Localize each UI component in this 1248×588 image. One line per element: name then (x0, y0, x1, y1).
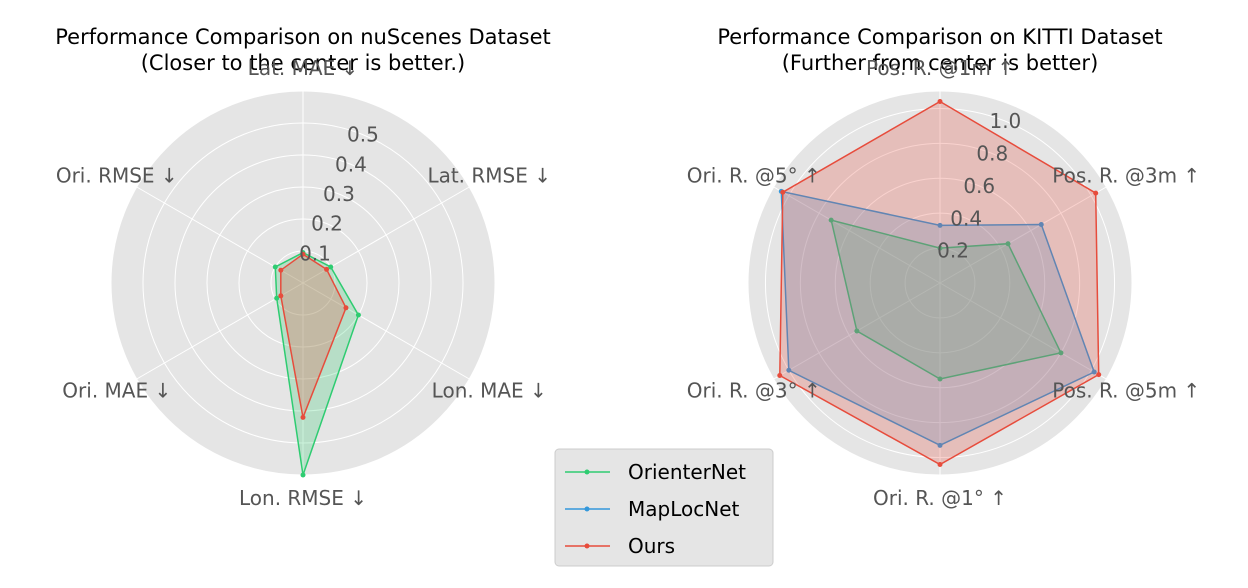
point-orienternet-0 (937, 245, 943, 251)
tick-label: 0.1 (299, 241, 331, 265)
point-orienternet-3 (937, 376, 943, 382)
axis-label: Pos. R. @5m ↑ (1052, 379, 1200, 403)
legend-label-ours: Ours (628, 534, 675, 558)
legend-item-ours: Ours (565, 534, 675, 558)
legend-item-orienternet: OrienterNet (565, 460, 746, 484)
point-maplocnet-2 (1091, 369, 1097, 375)
tick-label: 0.8 (976, 142, 1008, 166)
legend-label-orienternet: OrienterNet (628, 460, 746, 484)
point-ours-0 (300, 251, 306, 257)
chart-nuscenes: Performance Comparison on nuScenes Datas… (55, 25, 551, 510)
legend-marker-maplocnet (584, 506, 590, 512)
axis-label: Lat. RMSE ↓ (427, 163, 551, 187)
point-orienternet-4 (274, 295, 280, 301)
point-ours-3 (937, 462, 943, 468)
chart-title: Performance Comparison on nuScenes Datas… (55, 25, 551, 49)
point-orienternet-5 (272, 264, 278, 270)
point-ours-1 (324, 266, 330, 272)
tick-label: 0.2 (937, 239, 969, 263)
point-maplocnet-3 (937, 442, 943, 448)
legend-frame (554, 448, 774, 567)
point-ours-3 (300, 414, 306, 420)
grid-spoke (939, 282, 1107, 380)
point-orienternet-1 (1005, 241, 1011, 247)
grid-spoke (773, 186, 941, 284)
point-orienternet-1 (328, 264, 334, 270)
tick-label: 0.5 (347, 123, 379, 147)
axis-label: Ori. R. @1° ↑ (873, 486, 1007, 510)
point-ours-4 (777, 373, 783, 379)
legend: OrienterNet MapLocNet Ours (554, 448, 774, 567)
tick-label: 0.4 (335, 152, 367, 176)
tick-label: 0.2 (311, 212, 343, 236)
tick-label: 0.4 (950, 206, 982, 230)
point-ours-1 (1093, 190, 1099, 196)
tick-label: 0.6 (963, 174, 995, 198)
tick-label: 1.0 (989, 109, 1021, 133)
axis-label: Pos. R. @1m ↑ (866, 56, 1014, 80)
point-ours-5 (780, 189, 786, 195)
tick-label: 0.3 (323, 182, 355, 206)
legend-label-maplocnet: MapLocNet (628, 497, 739, 521)
axis-label: Ori. RMSE ↓ (56, 163, 178, 187)
point-maplocnet-0 (937, 222, 943, 228)
point-ours-0 (937, 98, 943, 104)
chart-subtitle: (Closer to the center is better.) (141, 51, 466, 75)
grid-spoke (302, 282, 470, 380)
point-orienternet-4 (854, 328, 860, 334)
point-orienternet-2 (1058, 350, 1064, 356)
point-maplocnet-1 (1038, 222, 1044, 228)
point-ours-5 (278, 267, 284, 273)
chart-title: Performance Comparison on KITTI Dataset (717, 25, 1162, 49)
point-orienternet-3 (300, 472, 306, 478)
chart-subtitle: (Further from center is better) (782, 51, 1099, 75)
legend-marker-orienternet (584, 469, 590, 475)
point-orienternet-2 (355, 312, 361, 318)
axis-label: Ori. MAE ↓ (62, 379, 171, 403)
point-maplocnet-4 (786, 367, 792, 373)
grid-spoke (939, 186, 1107, 284)
axis-label: Lon. RMSE ↓ (239, 486, 367, 510)
axis-label: Ori. R. @3° ↑ (687, 379, 821, 403)
axis-label: Lat. MAE ↓ (248, 56, 359, 80)
point-ours-2 (1096, 372, 1102, 378)
legend-marker-ours (584, 543, 590, 549)
axis-label: Pos. R. @3m ↑ (1052, 163, 1200, 187)
chart-kitti: Performance Comparison on KITTI Dataset … (687, 25, 1200, 510)
point-ours-2 (343, 305, 349, 311)
legend-item-maplocnet: MapLocNet (565, 497, 739, 521)
point-orienternet-5 (828, 217, 834, 223)
point-ours-4 (278, 293, 284, 299)
axis-label: Lon. MAE ↓ (432, 379, 547, 403)
axis-label: Ori. R. @5° ↑ (687, 163, 821, 187)
